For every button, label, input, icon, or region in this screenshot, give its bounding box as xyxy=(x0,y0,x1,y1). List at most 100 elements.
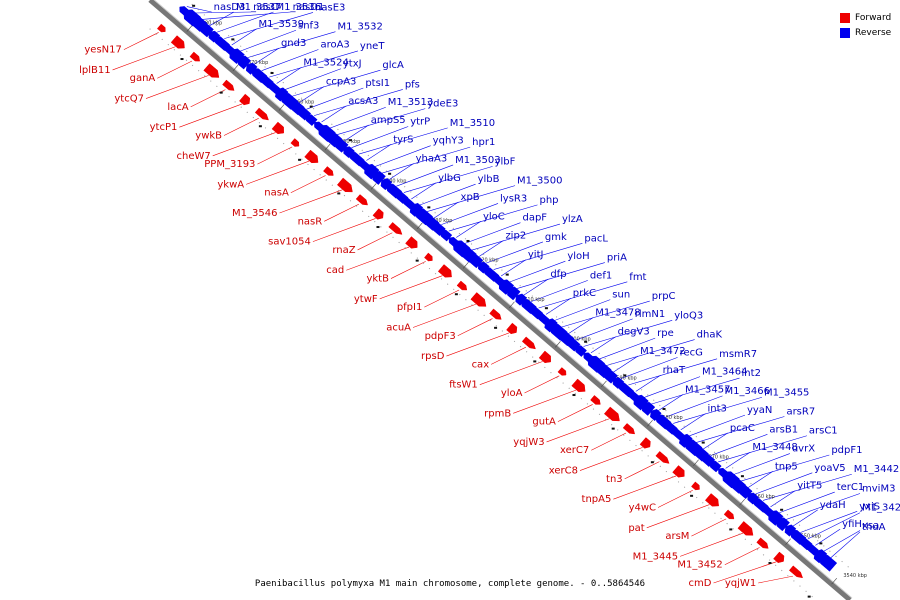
reverse-gene-label[interactable]: ylzA xyxy=(562,214,583,225)
reverse-gene-label[interactable]: M1_3536 xyxy=(276,2,321,13)
forward-gene-sav1054[interactable] xyxy=(372,208,384,220)
reverse-gene-label[interactable]: ytxJ xyxy=(343,59,362,70)
forward-gene-ytcQ7[interactable] xyxy=(203,63,220,78)
forward-gene-PPM_3193[interactable] xyxy=(290,138,300,147)
reverse-gene-label[interactable]: zip2 xyxy=(505,231,526,242)
reverse-gene-label[interactable]: tyrS xyxy=(393,134,413,145)
reverse-gene-M1_3537[interactable] xyxy=(200,23,214,38)
reverse-gene-label[interactable]: prpC xyxy=(652,291,676,302)
reverse-gene-php[interactable] xyxy=(440,229,453,242)
reverse-gene-label[interactable]: nasD1 xyxy=(293,2,325,13)
reverse-gene-label[interactable]: M1_3532 xyxy=(337,22,382,33)
reverse-gene-label[interactable]: M1_3428 xyxy=(862,503,900,514)
reverse-gene-label[interactable]: ampS5 xyxy=(371,115,406,126)
forward-gene-label[interactable]: lacA xyxy=(167,102,188,113)
forward-gene-label[interactable]: ganA xyxy=(130,73,156,84)
forward-gene-label[interactable]: gutA xyxy=(532,417,556,428)
forward-gene-label[interactable]: ytcP1 xyxy=(150,122,178,133)
reverse-gene-label[interactable]: pdpF1 xyxy=(831,445,862,456)
reverse-gene-label[interactable]: M1_3500 xyxy=(517,176,562,187)
reverse-gene-label[interactable]: aroA3 xyxy=(320,40,349,51)
reverse-gene-label[interactable]: int3 xyxy=(707,404,726,415)
reverse-gene-label[interactable]: pfs xyxy=(405,79,420,90)
forward-gene-label[interactable]: xerC7 xyxy=(560,445,589,456)
reverse-gene-label[interactable]: glcA xyxy=(382,60,404,71)
reverse-gene-int2[interactable] xyxy=(641,401,656,416)
reverse-gene-label[interactable]: yneT xyxy=(360,41,385,52)
reverse-gene-label[interactable]: ylbG xyxy=(438,173,461,184)
forward-gene-gutA[interactable] xyxy=(590,395,601,405)
reverse-gene-M1_3532[interactable] xyxy=(237,55,252,70)
reverse-gene-label[interactable]: M1_3524 xyxy=(303,57,348,68)
forward-gene-tnpA5[interactable] xyxy=(672,465,685,478)
forward-gene-label[interactable]: tnpA5 xyxy=(582,494,612,505)
forward-gene-label[interactable]: pat xyxy=(628,523,644,534)
reverse-gene-label[interactable]: ccpA3 xyxy=(326,77,357,88)
reverse-gene-label[interactable]: php xyxy=(540,195,559,206)
reverse-gene-label[interactable]: nasC xyxy=(253,2,278,13)
forward-gene-label[interactable]: sav1054 xyxy=(268,237,311,248)
reverse-gene-label[interactable]: arsC1 xyxy=(809,426,838,437)
forward-gene-pdpF3[interactable] xyxy=(489,308,502,320)
forward-gene-label[interactable]: pfpI1 xyxy=(397,302,423,313)
reverse-gene-label[interactable]: dhaK xyxy=(697,330,723,341)
reverse-gene-zip2[interactable] xyxy=(469,254,484,269)
reverse-gene-label[interactable]: gnd3 xyxy=(281,38,306,49)
reverse-gene-label[interactable]: dfp xyxy=(550,269,566,280)
reverse-gene-label[interactable]: hpr1 xyxy=(472,137,495,148)
reverse-gene-label[interactable]: M1_3464 xyxy=(702,367,747,378)
forward-gene-label[interactable]: cmD xyxy=(689,578,712,589)
forward-gene-label[interactable]: arsM xyxy=(665,531,689,542)
reverse-gene-label[interactable]: rlmN1 xyxy=(635,309,665,320)
reverse-gene-label[interactable]: M1_3537 xyxy=(236,2,281,13)
reverse-gene-label[interactable]: yloC xyxy=(483,211,505,222)
forward-gene-label[interactable]: cheW7 xyxy=(176,151,210,162)
forward-gene-rnaZ[interactable] xyxy=(388,222,403,235)
reverse-gene-label[interactable]: M1_3457 xyxy=(685,384,730,395)
forward-gene-y4wC[interactable] xyxy=(691,481,700,491)
forward-gene-lacA[interactable] xyxy=(222,79,235,91)
forward-gene-yktB[interactable] xyxy=(424,252,433,262)
reverse-gene-label[interactable]: acsA3 xyxy=(348,96,378,107)
reverse-gene-yloQ3[interactable] xyxy=(575,345,587,357)
forward-gene-yqjW1[interactable] xyxy=(788,565,803,579)
forward-gene-label[interactable]: ftsW1 xyxy=(449,380,478,391)
reverse-gene-label[interactable]: gmk xyxy=(545,232,567,243)
forward-gene-yloA[interactable] xyxy=(557,367,567,376)
forward-gene-rpmB[interactable] xyxy=(571,378,586,392)
forward-gene-label[interactable]: ytcQ7 xyxy=(114,94,144,105)
reverse-gene-label[interactable]: yfiH xyxy=(842,519,862,530)
forward-gene-xerC7[interactable] xyxy=(622,423,636,435)
forward-gene-label[interactable]: M1_3546 xyxy=(232,208,277,219)
reverse-gene-label[interactable]: ydeE3 xyxy=(427,99,458,110)
reverse-gene-label[interactable]: rhaT xyxy=(663,365,686,376)
forward-gene-label[interactable]: cad xyxy=(326,265,344,276)
reverse-gene-label[interactable]: sun xyxy=(612,290,630,301)
reverse-gene-priA[interactable] xyxy=(507,286,521,301)
forward-gene-cad[interactable] xyxy=(405,236,418,249)
reverse-gene-label[interactable]: rpe xyxy=(657,328,674,339)
reverse-gene-label[interactable]: uvrX xyxy=(792,444,815,455)
forward-gene-label[interactable]: nasA xyxy=(264,188,289,199)
reverse-gene-label[interactable]: M1_3442 xyxy=(854,464,899,475)
reverse-gene-label[interactable]: fmt xyxy=(629,272,646,283)
forward-gene-label[interactable]: yktB xyxy=(366,274,389,285)
reverse-gene-label[interactable]: pacL xyxy=(584,233,608,244)
reverse-gene-label[interactable]: M1_3503 xyxy=(455,155,500,166)
reverse-gene-label[interactable]: degV3 xyxy=(618,327,650,338)
reverse-gene-label[interactable]: ytrP xyxy=(410,116,430,127)
reverse-gene-tnp5[interactable] xyxy=(739,485,753,500)
forward-gene-label[interactable]: nasR xyxy=(298,216,323,227)
forward-gene-pfpI1[interactable] xyxy=(456,280,468,291)
forward-gene-cax[interactable] xyxy=(521,336,536,350)
forward-gene-ftsW1[interactable] xyxy=(538,350,551,364)
reverse-gene-label[interactable]: lysR3 xyxy=(500,193,527,204)
forward-gene-acuA[interactable] xyxy=(470,292,487,307)
reverse-gene-label[interactable]: yqhY3 xyxy=(433,136,464,147)
reverse-gene-label[interactable]: ptsI1 xyxy=(365,78,390,89)
forward-gene-cmD[interactable] xyxy=(773,551,785,563)
forward-gene-label[interactable]: rpsD xyxy=(421,351,445,362)
reverse-gene-label[interactable]: yitJ xyxy=(528,250,544,261)
forward-gene-M1_3546[interactable] xyxy=(336,177,353,193)
reverse-gene-label[interactable]: ylbF xyxy=(495,156,516,167)
